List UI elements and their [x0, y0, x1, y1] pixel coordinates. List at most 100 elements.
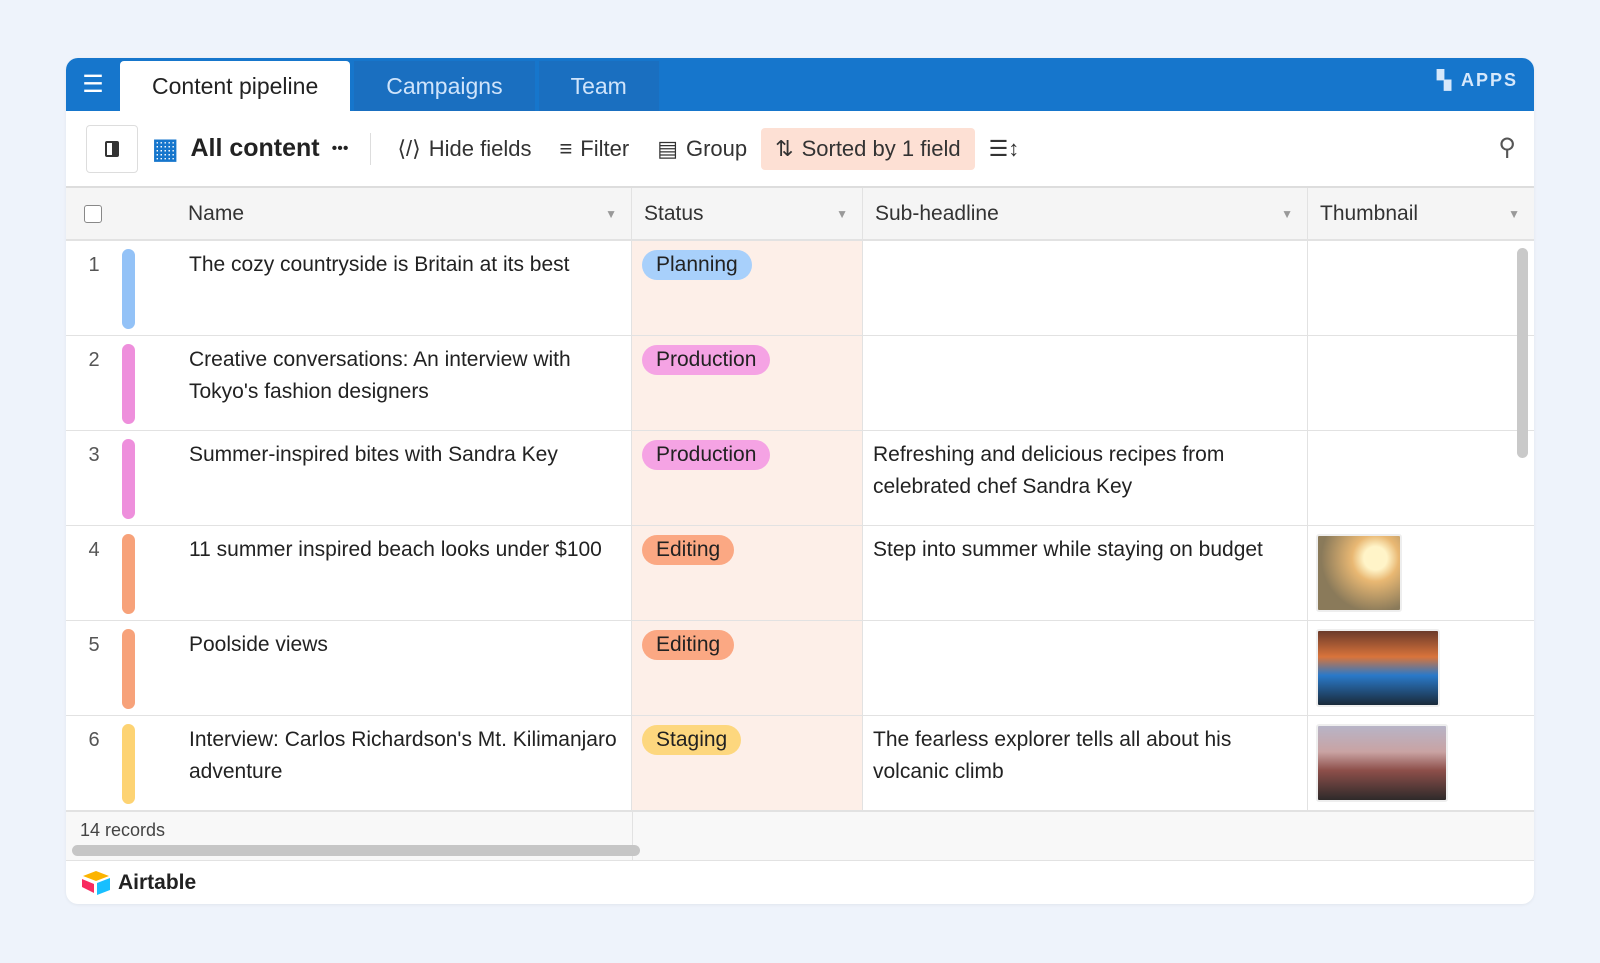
- sub-headline-cell[interactable]: The fearless explorer tells all about hi…: [863, 716, 1308, 810]
- sub-headline-cell[interactable]: Step into summer while staying on budget: [863, 526, 1308, 620]
- chevron-down-icon[interactable]: ▼: [1281, 206, 1293, 221]
- thumbnail-cell[interactable]: [1308, 241, 1534, 335]
- sub-headline-cell[interactable]: [863, 621, 1308, 715]
- horizontal-scrollbar[interactable]: [72, 845, 640, 856]
- row-number: 5: [88, 634, 100, 656]
- chevron-down-icon[interactable]: ▼: [1508, 206, 1520, 221]
- search-icon[interactable]: ⚲: [1498, 134, 1516, 161]
- table-row[interactable]: 5 Poolside views Editing: [66, 621, 1534, 716]
- sort-button[interactable]: ⇅ Sorted by 1 field: [761, 127, 975, 170]
- record-name: Creative conversations: An interview wit…: [189, 348, 571, 403]
- name-cell[interactable]: 6 Interview: Carlos Richardson's Mt. Kili…: [66, 716, 632, 810]
- row-color-bar: [122, 629, 135, 709]
- record-name: Interview: Carlos Richardson's Mt. Kilim…: [189, 728, 617, 783]
- status-badge: Production: [642, 440, 771, 470]
- brand-name: Airtable: [118, 870, 197, 894]
- hide-fields-label: Hide fields: [428, 135, 532, 161]
- status-cell[interactable]: Staging: [632, 716, 863, 810]
- apps-label: APPS: [1460, 70, 1518, 90]
- group-button[interactable]: ▤ Group: [643, 128, 761, 170]
- status-cell[interactable]: Production: [632, 336, 863, 430]
- hide-icon: ⟨/⟩: [397, 135, 421, 161]
- tab-team[interactable]: Team: [538, 61, 659, 111]
- name-cell[interactable]: 5 Poolside views: [66, 621, 632, 715]
- status-badge: Editing: [642, 630, 735, 660]
- table-row[interactable]: 2 Creative conversations: An interview wi…: [66, 336, 1534, 431]
- table-row[interactable]: 6 Interview: Carlos Richardson's Mt. Kili…: [66, 716, 1534, 811]
- column-label: Sub-headline: [875, 201, 999, 225]
- row-number: 4: [88, 539, 100, 561]
- tab-campaigns[interactable]: Campaigns: [354, 61, 535, 111]
- row-height-icon: ☰↕: [988, 135, 1020, 161]
- tab-content-pipeline[interactable]: Content pipeline: [120, 61, 351, 111]
- vertical-scrollbar[interactable]: [1517, 248, 1528, 458]
- hide-fields-button[interactable]: ⟨/⟩ Hide fields: [383, 128, 545, 170]
- chevron-down-icon[interactable]: ▼: [605, 206, 617, 221]
- view-name: All content: [190, 134, 320, 162]
- thumbnail-cell[interactable]: [1308, 621, 1534, 715]
- group-icon: ▤: [657, 135, 678, 161]
- record-name: Poolside views: [189, 633, 328, 656]
- thumbnail-cell[interactable]: [1308, 336, 1534, 430]
- sidebar-icon: [105, 140, 119, 157]
- column-header-status[interactable]: Status ▼: [632, 188, 863, 239]
- column-header-thumbnail[interactable]: Thumbnail ▼: [1308, 188, 1534, 239]
- sub-headline-cell[interactable]: [863, 241, 1308, 335]
- group-label: Group: [685, 135, 748, 161]
- status-cell[interactable]: Planning: [632, 241, 863, 335]
- record-name: 11 summer inspired beach looks under $10…: [189, 538, 602, 561]
- status-cell[interactable]: Editing: [632, 526, 863, 620]
- sub-headline-cell[interactable]: [863, 336, 1308, 430]
- thumbnail-cell[interactable]: [1308, 526, 1534, 620]
- row-number: 3: [88, 444, 100, 466]
- status-badge: Staging: [642, 725, 742, 755]
- column-label: Status: [644, 201, 704, 225]
- filter-button[interactable]: ≡ Filter: [545, 128, 643, 170]
- row-number: 1: [88, 254, 100, 276]
- row-color-bar: [122, 249, 135, 329]
- name-cell[interactable]: 3 Summer-inspired bites with Sandra Key: [66, 431, 632, 525]
- menu-icon[interactable]: ☰: [82, 71, 104, 98]
- view-switcher[interactable]: ▦ All content •••: [152, 132, 348, 165]
- sidebar-toggle-button[interactable]: [86, 124, 138, 173]
- column-header-sub-headline[interactable]: Sub-headline ▼: [863, 188, 1308, 239]
- row-number: 2: [88, 349, 100, 371]
- thumbnail-image[interactable]: [1316, 534, 1402, 612]
- sub-headline-cell[interactable]: Refreshing and delicious recipes from ce…: [863, 431, 1308, 525]
- record-count: 14 records: [80, 820, 166, 840]
- filter-label: Filter: [580, 135, 630, 161]
- name-cell[interactable]: 2 Creative conversations: An interview wi…: [66, 336, 632, 430]
- select-all-checkbox[interactable]: [84, 204, 102, 223]
- column-header-name[interactable]: Name ▼: [66, 188, 632, 239]
- name-cell[interactable]: 4 11 summer inspired beach looks under $1…: [66, 526, 632, 620]
- tab-bar: ☰ Content pipeline Campaigns Team ▚ APPS: [66, 58, 1534, 111]
- status-badge: Planning: [642, 250, 752, 280]
- grid-view-icon: ▦: [152, 133, 179, 164]
- table-row[interactable]: 3 Summer-inspired bites with Sandra Key P…: [66, 431, 1534, 526]
- column-label: Name: [188, 201, 245, 225]
- thumbnail-image[interactable]: [1316, 724, 1448, 802]
- name-cell[interactable]: 1 The cozy countryside is Britain at its …: [66, 241, 632, 335]
- divider: [632, 812, 633, 860]
- header-row: Name ▼ Status ▼ Sub-headline ▼ Thumbnail ▼: [66, 188, 1534, 241]
- airtable-logo[interactable]: Airtable: [66, 861, 196, 904]
- record-name: Summer-inspired bites with Sandra Key: [189, 443, 558, 466]
- row-color-bar: [122, 344, 135, 424]
- table-row[interactable]: 4 11 summer inspired beach looks under $1…: [66, 526, 1534, 621]
- sort-icon: ⇅: [775, 135, 794, 161]
- row-height-button[interactable]: ☰↕: [975, 128, 1034, 170]
- apps-button[interactable]: ▚ APPS: [1437, 70, 1518, 91]
- thumbnail-cell[interactable]: [1308, 431, 1534, 525]
- status-cell[interactable]: Production: [632, 431, 863, 525]
- record-name: The cozy countryside is Britain at its b…: [189, 253, 570, 276]
- status-cell[interactable]: Editing: [632, 621, 863, 715]
- thumbnail-image[interactable]: [1316, 629, 1440, 707]
- chevron-down-icon[interactable]: ▼: [836, 206, 848, 221]
- row-number: 6: [88, 729, 100, 751]
- sub-headline-text: Step into summer while staying on budget: [873, 538, 1263, 561]
- data-grid: Name ▼ Status ▼ Sub-headline ▼ Thumbnail ▼ 1…: [66, 188, 1534, 811]
- thumbnail-cell[interactable]: [1308, 716, 1534, 810]
- table-row[interactable]: 1 The cozy countryside is Britain at its …: [66, 241, 1534, 336]
- more-options-button[interactable]: •••: [331, 139, 349, 157]
- airtable-logo-icon: [82, 870, 110, 895]
